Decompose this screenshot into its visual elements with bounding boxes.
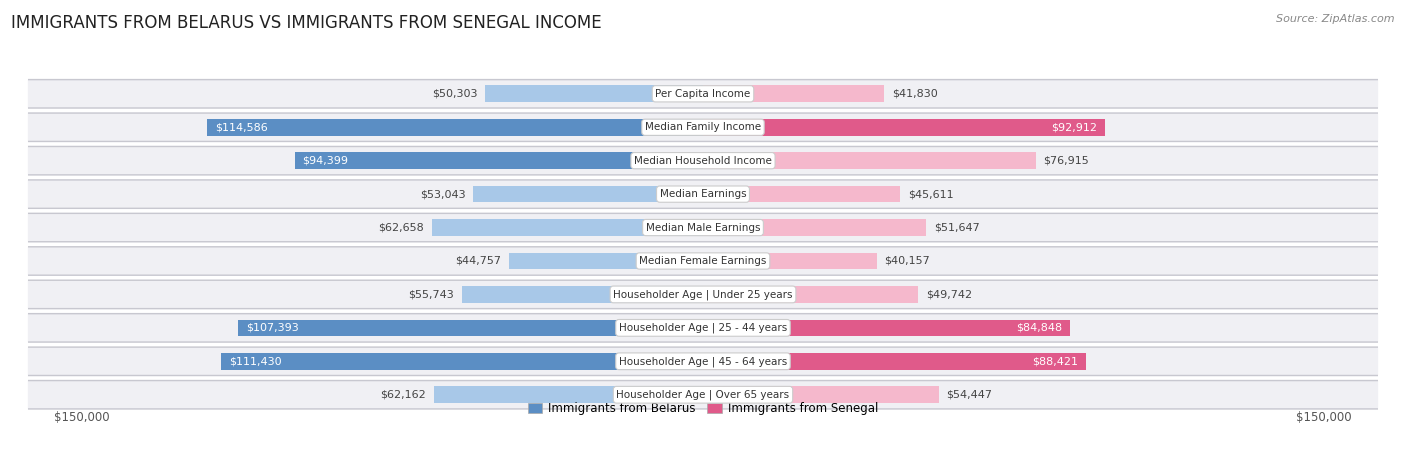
Bar <box>509 253 703 269</box>
Text: $55,743: $55,743 <box>408 290 454 299</box>
FancyBboxPatch shape <box>28 113 1378 142</box>
Text: $107,393: $107,393 <box>246 323 299 333</box>
Bar <box>703 253 877 269</box>
Bar <box>238 319 703 336</box>
FancyBboxPatch shape <box>28 212 1378 242</box>
Text: IMMIGRANTS FROM BELARUS VS IMMIGRANTS FROM SENEGAL INCOME: IMMIGRANTS FROM BELARUS VS IMMIGRANTS FR… <box>11 14 602 32</box>
Bar <box>294 152 703 169</box>
Bar <box>703 286 918 303</box>
Bar <box>474 186 703 203</box>
Text: $51,647: $51,647 <box>934 223 980 233</box>
Bar <box>432 219 703 236</box>
Bar <box>703 353 1085 370</box>
FancyBboxPatch shape <box>28 80 1378 107</box>
FancyBboxPatch shape <box>28 248 1378 275</box>
Bar <box>703 219 927 236</box>
Text: $150,000: $150,000 <box>53 411 110 424</box>
FancyBboxPatch shape <box>28 281 1378 308</box>
Text: Householder Age | 45 - 64 years: Householder Age | 45 - 64 years <box>619 356 787 367</box>
Text: $76,915: $76,915 <box>1043 156 1090 166</box>
Text: Median Male Earnings: Median Male Earnings <box>645 223 761 233</box>
Text: $88,421: $88,421 <box>1032 356 1078 366</box>
Bar <box>434 386 703 403</box>
Bar <box>703 119 1105 135</box>
Bar <box>703 319 1070 336</box>
FancyBboxPatch shape <box>28 147 1378 174</box>
FancyBboxPatch shape <box>28 179 1378 209</box>
Text: $111,430: $111,430 <box>229 356 281 366</box>
Text: $40,157: $40,157 <box>884 256 931 266</box>
FancyBboxPatch shape <box>28 381 1378 408</box>
FancyBboxPatch shape <box>28 214 1378 241</box>
FancyBboxPatch shape <box>28 114 1378 141</box>
Text: Median Family Income: Median Family Income <box>645 122 761 132</box>
Legend: Immigrants from Belarus, Immigrants from Senegal: Immigrants from Belarus, Immigrants from… <box>523 397 883 419</box>
Text: Median Female Earnings: Median Female Earnings <box>640 256 766 266</box>
Bar <box>703 85 884 102</box>
Text: Median Household Income: Median Household Income <box>634 156 772 166</box>
Text: $84,848: $84,848 <box>1017 323 1063 333</box>
Text: Median Earnings: Median Earnings <box>659 189 747 199</box>
Bar <box>221 353 703 370</box>
Text: $41,830: $41,830 <box>891 89 938 99</box>
Text: $62,162: $62,162 <box>381 390 426 400</box>
FancyBboxPatch shape <box>28 313 1378 343</box>
FancyBboxPatch shape <box>28 347 1378 376</box>
FancyBboxPatch shape <box>28 246 1378 276</box>
FancyBboxPatch shape <box>28 79 1378 109</box>
Text: $50,303: $50,303 <box>432 89 478 99</box>
FancyBboxPatch shape <box>28 314 1378 341</box>
Bar <box>207 119 703 135</box>
Text: $44,757: $44,757 <box>456 256 502 266</box>
Text: Householder Age | Under 25 years: Householder Age | Under 25 years <box>613 289 793 300</box>
Text: Per Capita Income: Per Capita Income <box>655 89 751 99</box>
Bar <box>703 386 939 403</box>
Text: $114,586: $114,586 <box>215 122 267 132</box>
FancyBboxPatch shape <box>28 181 1378 208</box>
Bar <box>703 152 1036 169</box>
FancyBboxPatch shape <box>28 280 1378 309</box>
Text: Householder Age | Over 65 years: Householder Age | Over 65 years <box>616 389 790 400</box>
Text: $54,447: $54,447 <box>946 390 993 400</box>
Text: $62,658: $62,658 <box>378 223 425 233</box>
FancyBboxPatch shape <box>28 146 1378 176</box>
Text: $150,000: $150,000 <box>1296 411 1353 424</box>
Bar <box>703 186 900 203</box>
Text: Householder Age | 25 - 44 years: Householder Age | 25 - 44 years <box>619 323 787 333</box>
Text: Source: ZipAtlas.com: Source: ZipAtlas.com <box>1277 14 1395 24</box>
Text: $94,399: $94,399 <box>302 156 349 166</box>
Text: $92,912: $92,912 <box>1052 122 1097 132</box>
Text: $49,742: $49,742 <box>927 290 972 299</box>
Bar <box>485 85 703 102</box>
FancyBboxPatch shape <box>28 348 1378 375</box>
FancyBboxPatch shape <box>28 380 1378 410</box>
Text: $45,611: $45,611 <box>908 189 953 199</box>
Text: $53,043: $53,043 <box>420 189 465 199</box>
Bar <box>461 286 703 303</box>
